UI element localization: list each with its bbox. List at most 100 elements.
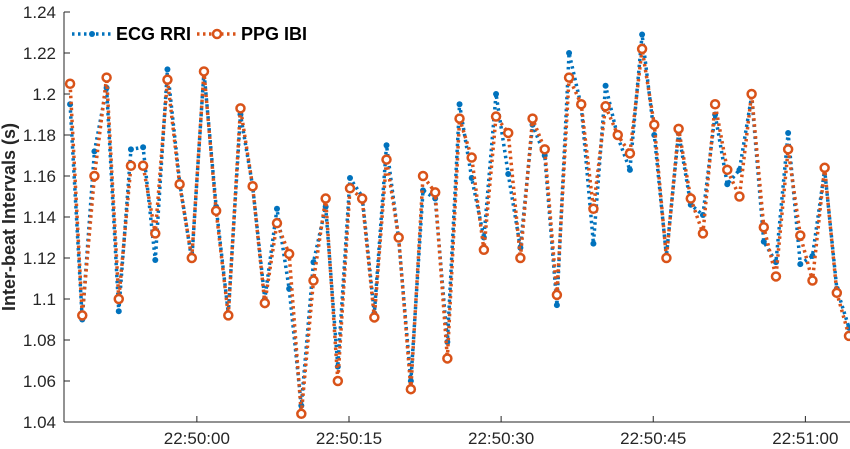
data-point-ppg — [502, 127, 514, 139]
data-point-ppg — [332, 375, 344, 387]
legend-entry-ppg: PPG IBI — [197, 24, 307, 44]
data-point-ppg — [722, 164, 733, 176]
data-point-ppg — [101, 72, 112, 83]
legend-ecg-label: ECG RRI — [116, 24, 191, 44]
data-point-ppg — [843, 330, 850, 342]
y-tick-label: 1.04 — [23, 413, 56, 432]
series-layer — [64, 31, 850, 420]
data-point-ppg — [344, 183, 356, 194]
data-point-ppg — [527, 113, 538, 124]
data-point-ecg — [626, 166, 633, 173]
data-point-ppg — [223, 310, 234, 321]
data-point-ppg — [320, 193, 331, 204]
data-point-ppg — [308, 275, 319, 286]
data-point-ppg — [442, 353, 453, 364]
data-point-ecg — [724, 181, 731, 188]
data-point-ecg — [493, 91, 500, 97]
data-point-ecg — [797, 261, 804, 268]
data-point-ppg — [563, 72, 575, 83]
y-tick-label: 1.18 — [23, 126, 56, 145]
y-tick-label: 1.2 — [32, 85, 56, 104]
data-point-ppg — [575, 99, 587, 110]
y-axis-title: Inter-beat Intervals (s) — [0, 123, 19, 311]
data-point-ppg — [247, 181, 258, 192]
data-point-ecg — [602, 82, 609, 89]
x-tick-label: 22:50:45 — [620, 429, 686, 448]
legend-ecg-marker — [89, 31, 95, 37]
data-point-ppg — [271, 217, 283, 229]
data-point-ppg — [162, 74, 173, 85]
data-point-ppg — [64, 78, 76, 89]
data-point-ecg — [164, 66, 171, 73]
data-point-ecg — [127, 146, 134, 153]
data-point-ppg — [113, 293, 125, 305]
data-point-ppg — [709, 99, 721, 110]
x-tick-label: 22:50:00 — [164, 429, 230, 448]
y-tick-label: 1.16 — [23, 167, 56, 186]
data-point-ppg — [137, 160, 149, 171]
data-point-ecg — [639, 31, 646, 38]
data-point-ppg — [89, 170, 100, 182]
data-point-ppg — [125, 160, 137, 171]
data-point-ppg — [381, 154, 392, 165]
data-point-ecg — [115, 308, 122, 315]
data-point-ppg — [210, 205, 222, 217]
series-ppg — [64, 43, 850, 420]
data-point-ecg — [468, 175, 475, 182]
data-point-ppg — [417, 170, 429, 182]
data-point-ppg — [673, 123, 684, 135]
x-tick-label: 22:50:30 — [468, 429, 534, 448]
y-ticks: 1.04 1.06 1.08 1.1 1.12 1.14 1.16 1.18 1.2 1.22 1.… — [23, 3, 70, 432]
data-point-ppg — [198, 66, 210, 77]
data-point-ecg — [383, 142, 390, 149]
data-point-ecg — [347, 175, 354, 182]
data-point-ppg — [746, 88, 757, 100]
data-point-ecg — [273, 205, 280, 212]
legend-entry-ecg: ECG RRI — [72, 24, 191, 44]
legend: ECG RRI PPG IBI — [68, 16, 322, 52]
data-point-ppg — [758, 222, 770, 233]
data-point-ecg — [590, 240, 597, 247]
y-tick-label: 1.14 — [23, 208, 56, 227]
data-point-ppg — [296, 408, 307, 420]
data-point-ppg — [150, 228, 161, 239]
x-ticks: 22:50:00 22:50:15 22:50:30 22:50:45 22:51:00 — [164, 416, 838, 448]
data-point-ppg — [539, 144, 550, 155]
x-tick-label: 22:50:15 — [316, 429, 382, 448]
data-point-ppg — [831, 287, 843, 299]
data-point-ppg — [369, 312, 380, 323]
data-point-ecg — [785, 129, 792, 136]
data-point-ecg — [140, 144, 147, 151]
data-point-ppg — [77, 310, 88, 321]
data-point-ecg — [456, 101, 463, 108]
data-point-ppg — [454, 113, 465, 124]
data-point-ecg — [566, 50, 573, 56]
data-point-ppg — [624, 148, 636, 159]
data-point-ecg — [505, 170, 512, 177]
data-point-ppg — [478, 244, 490, 256]
data-point-ppg — [795, 230, 806, 241]
y-tick-label: 1.22 — [23, 44, 56, 63]
data-point-ppg — [661, 252, 672, 264]
data-point-ppg — [697, 228, 709, 239]
data-point-ppg — [819, 162, 830, 174]
data-point-ppg — [588, 203, 599, 215]
data-point-ppg — [393, 232, 404, 243]
data-point-ecg — [152, 257, 159, 264]
data-point-ppg — [405, 383, 417, 395]
y-tick-label: 1.06 — [23, 372, 56, 391]
data-point-ppg — [283, 248, 295, 260]
data-point-ppg — [782, 144, 794, 155]
data-point-ppg — [356, 193, 368, 204]
data-point-ppg — [429, 187, 441, 198]
data-point-ecg — [553, 302, 560, 309]
data-point-ppg — [612, 129, 623, 141]
data-point-ppg — [600, 101, 611, 112]
data-point-ppg — [649, 119, 660, 130]
y-tick-label: 1.12 — [23, 249, 56, 268]
data-point-ppg — [636, 43, 648, 55]
data-point-ppg — [490, 111, 502, 122]
plot-background — [64, 12, 850, 422]
data-point-ppg — [515, 252, 526, 264]
